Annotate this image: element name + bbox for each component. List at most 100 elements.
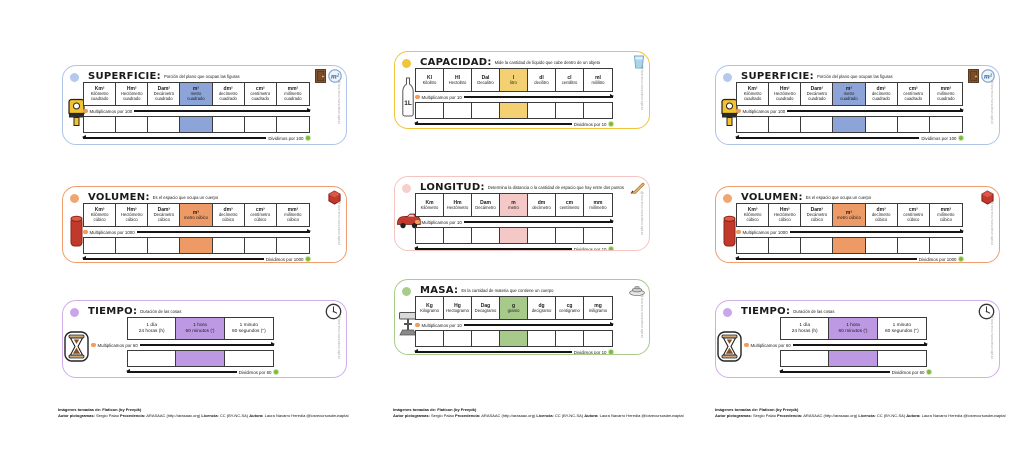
multiply-dot-icon [736, 108, 741, 114]
practice-cell [116, 238, 149, 253]
conversion-table: Kl Kilolitro Hl Hectolitro Dal Decalitro l litr… [414, 68, 615, 128]
watermark-text: @losrecursosdeunaptal [990, 201, 994, 246]
card-topic-icons: m² [968, 69, 995, 83]
unit-cell: Dam² Decámetro cuadrado [148, 83, 181, 105]
unit-abbreviation: Dam³ [810, 207, 824, 214]
practice-cell [84, 117, 117, 132]
divide-arrow-row: Dividimos por 100 [81, 134, 310, 142]
left-arrow-icon [414, 245, 572, 250]
unit-abbreviation: Hm [453, 199, 462, 206]
units-header-row: Kg Kilogramo Hg Hectogramo Dag Decagramo g gram… [415, 296, 613, 320]
unit-abbreviation: Hm³ [126, 207, 137, 214]
attribution-segment: Autor pictogramas: [393, 413, 432, 419]
divide-dot-icon [958, 256, 963, 262]
unit-cell: cm³ centímetro cúbico [245, 204, 277, 226]
unit-name: Decámetro cuadrado [806, 91, 828, 101]
watermark-text: @losrecursosdeunaptal [990, 80, 994, 125]
card-description: Duración de las cosas [140, 308, 182, 314]
unit-abbreviation: cl [567, 74, 572, 81]
divide-label: Dividimos por 10 [573, 121, 607, 127]
unit-cell: mg miligramo [584, 297, 612, 319]
multiply-dot-icon [83, 108, 88, 114]
card-header: TIEMPO: Duración de las cosas [741, 303, 995, 320]
multiply-label: Multiplicamos por 1000 [742, 229, 788, 235]
card-color-dot [723, 308, 732, 317]
practice-cell [213, 238, 245, 253]
unit-name: decímetro cúbico [871, 212, 891, 222]
unit-cell: Dam Decámetro [472, 194, 500, 216]
card-color-dot [70, 308, 79, 317]
unit-cell: Hg Hectogramo [444, 297, 472, 319]
right-arrow-icon [789, 228, 965, 234]
unit-name: Hectómetro cúbico [120, 212, 143, 222]
unit-abbreviation: mm² [287, 86, 299, 93]
practice-cell [801, 117, 834, 132]
divide-arrow-row: Dividimos por 1000 [735, 255, 963, 262]
divide-label: Dividimos por 60 [891, 369, 925, 375]
watermark-text: @losrecursosdeunaptal [990, 315, 994, 360]
door-icon [968, 69, 979, 83]
right-arrow-icon [463, 93, 615, 99]
practice-row [127, 350, 274, 367]
card-header: SUPERFICIE: Porción del plano que ocupan … [741, 69, 995, 83]
unit-cell: Hm³ Hectómetro cúbico [769, 204, 802, 226]
practice-cell [528, 228, 556, 243]
unit-abbreviation: dm [537, 199, 546, 206]
unit-cell: Hm² Hectómetro cuadrado [116, 83, 149, 105]
unit-name: mililitro [591, 79, 605, 85]
unit-abbreviation: mm [593, 199, 603, 206]
unit-abbreviation: Kl [427, 74, 432, 81]
card-title: TIEMPO: [741, 305, 791, 317]
unit-abbreviation: m² [845, 86, 853, 93]
practice-cell [556, 103, 584, 118]
red-cylinder-icon [723, 214, 736, 249]
practice-cell [84, 238, 117, 253]
multiply-arrow-row: Multiplicamos por 60 [744, 341, 929, 349]
multiply-arrow-row: Multiplicamos por 100 [83, 107, 311, 115]
divide-arrow-row: Dividimos por 1000 [82, 255, 310, 262]
practice-cell [500, 228, 528, 243]
attribution-segment: Licencia: [201, 413, 220, 419]
card-title: SUPERFICIE: [88, 70, 161, 82]
unit-abbreviation: g [511, 302, 516, 309]
card-title: CAPACIDAD: [420, 56, 492, 68]
unit-name: decilitro [534, 79, 549, 85]
watermark-text: @losrecursosdeunaptal [640, 191, 644, 236]
unit-cell: Dal Decalitro [472, 69, 500, 91]
attribution-line2: Autor pictogramas: Sergio Palao Proceden… [393, 413, 723, 419]
practice-cell [866, 117, 898, 132]
unit-cell: cm² centímetro cuadrado [245, 83, 277, 105]
unit-name: Decámetro cúbico [153, 212, 175, 222]
watermark-text: @losrecursosdeunaptal [640, 66, 644, 111]
attribution-segment: Procedencia: [120, 413, 147, 419]
card-side-illustration [64, 84, 88, 140]
unit-abbreviation: dm² [876, 86, 886, 93]
practice-cell [528, 103, 556, 118]
practice-cell [769, 238, 802, 253]
unit-cell: Km Kilómetro [416, 194, 444, 216]
card-header: VOLUMEN: Es el espacio que ocupa un cuerp… [88, 189, 342, 205]
unit-abbreviation: Hl [455, 74, 460, 81]
unit-name: litro [510, 79, 517, 85]
attribution-segment: Sergio Palao [753, 413, 778, 419]
card-description: Es el espacio que ocupa un cuerpo [152, 194, 219, 200]
right-arrow-icon [463, 218, 615, 224]
units-header-row: Km² Kilómetro cuadrado Hm² Hectómetro cuadr… [83, 82, 310, 106]
card-header: TIEMPO: Duración de las cosas [88, 303, 342, 319]
divide-arrow-row: Dividimos por 60 [126, 368, 278, 376]
card-color-dot [402, 287, 411, 296]
unit-cell: mm² milímetro cuadrado [930, 83, 962, 105]
unit-abbreviation: cm³ [255, 207, 265, 214]
unit-name: 60 minutos (') [185, 328, 215, 334]
practice-row [83, 116, 310, 133]
unit-cell: dm³ decímetro cúbico [866, 204, 898, 226]
right-arrow-icon [134, 107, 311, 113]
unit-name: centímetro cúbico [250, 212, 271, 222]
unit-cell: Dag Decagramo [472, 297, 500, 319]
attribution-segment: Laura Navarro Heredia @losrecursosdeunap… [921, 413, 1006, 419]
unit-abbreviation: Kg [426, 302, 433, 309]
conversion-table: 1 día 24 horas (h) 1 hora 60 minutos (') 1 m… [744, 317, 931, 376]
unit-abbreviation: Dag [480, 302, 491, 309]
multiply-arrow-row: Multiplicamos por 1000 [736, 228, 965, 236]
card-topic-icons [978, 303, 995, 320]
